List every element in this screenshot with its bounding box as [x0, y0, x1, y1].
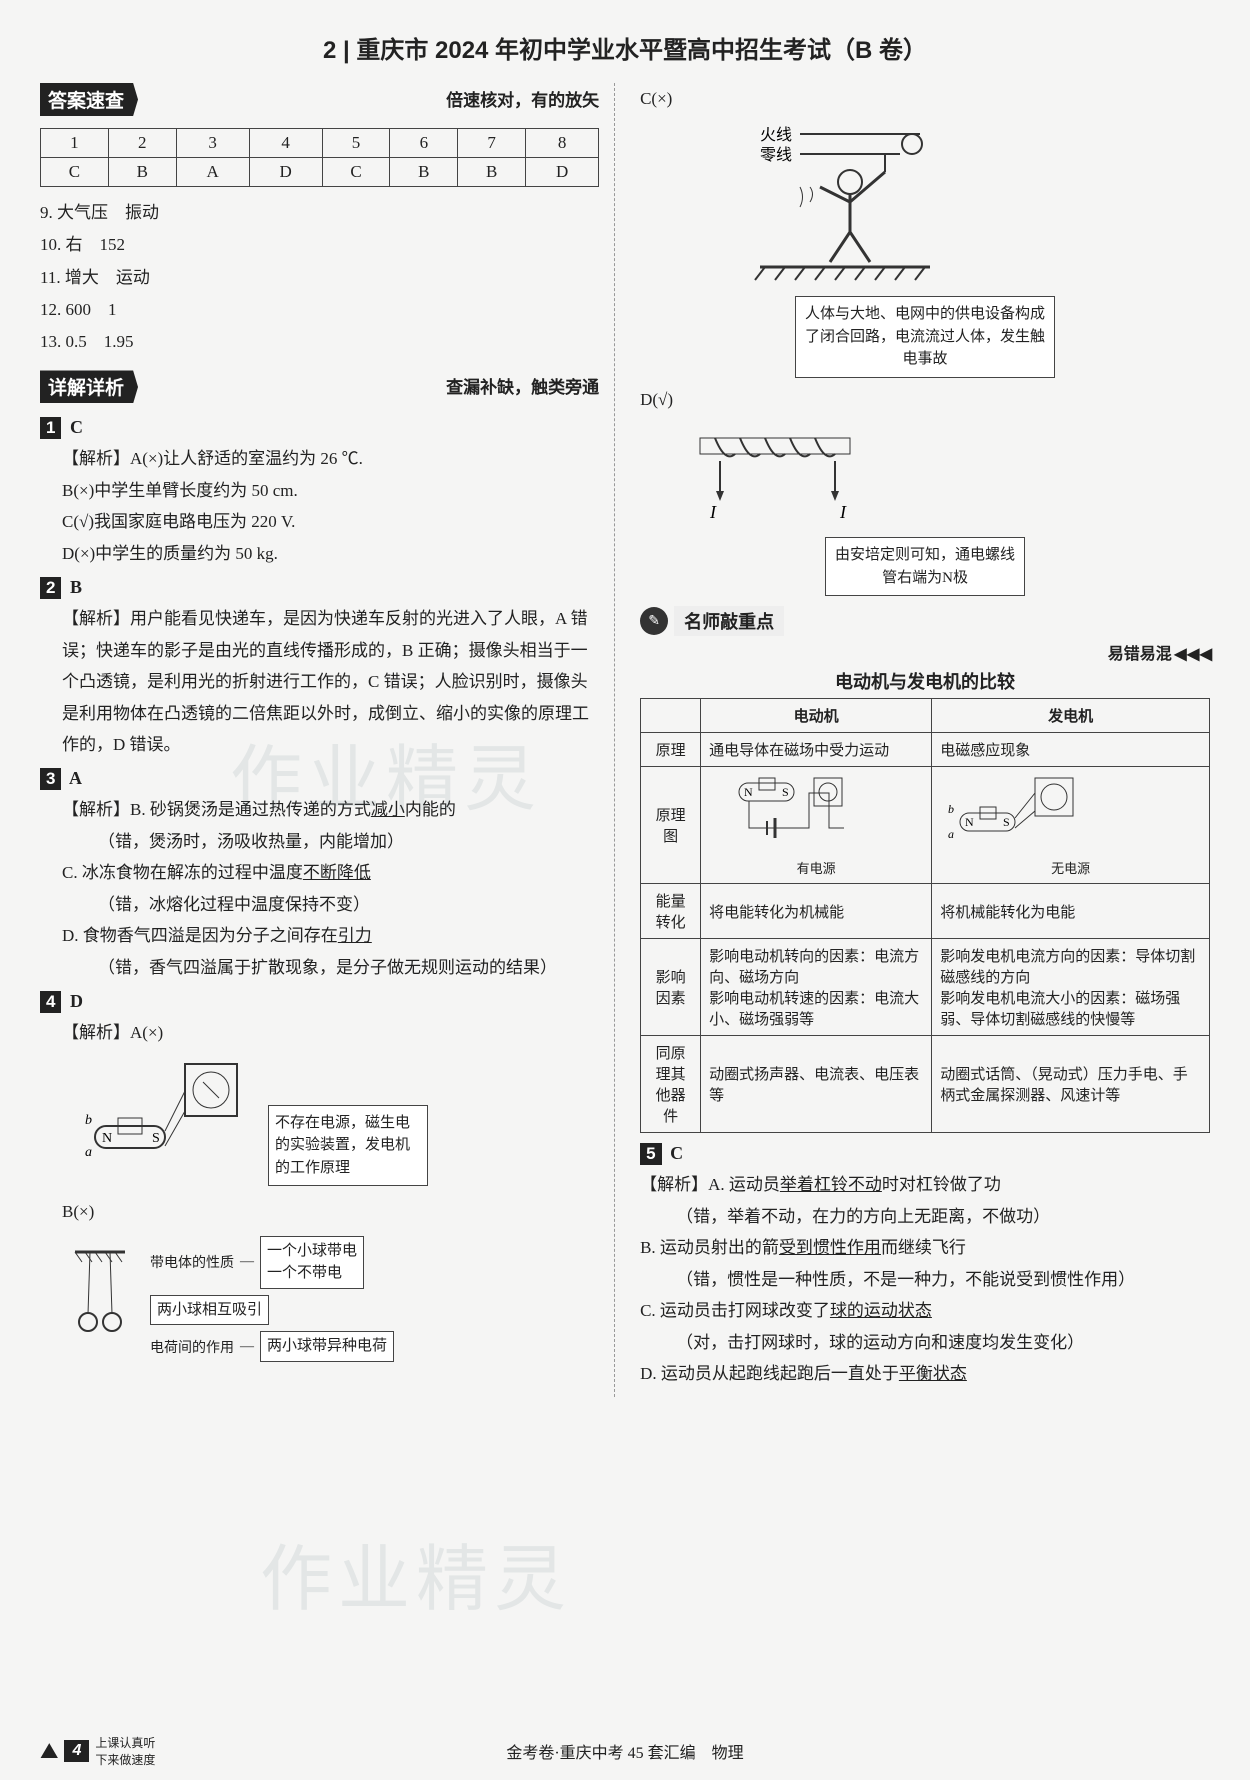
q4d-figure: I I 由安培定则可知，通电螺线管右端为N极 — [640, 423, 1210, 596]
fill-answers: 9. 大气压 振动 10. 右 152 11. 增大 运动 12. 600 1 … — [40, 197, 599, 358]
svg-text:S: S — [1003, 815, 1010, 829]
q4a-figure: N S b a 不存在电源，磁生电的实验装置，发电机的工作原理 — [70, 1056, 599, 1186]
q1-num: 1 — [40, 417, 61, 439]
q5-num: 5 — [640, 1143, 661, 1165]
svg-text:a: a — [85, 1145, 92, 1160]
q4d-box: 由安培定则可知，通电螺线管右端为N极 — [825, 537, 1025, 596]
svg-text:a: a — [948, 827, 954, 841]
q3-analysis: 【解析】B. 砂锅煲汤是通过热传递的方式减小内能的 （错，煲汤时，汤吸收热量，内… — [62, 794, 599, 983]
q1-ans: C — [70, 417, 83, 437]
table-row: 影响因素 影响电动机转向的因素：电流方向、磁场方向 影响电动机转速的因素：电流大… — [641, 939, 1210, 1036]
table-row: 同原理其他器件 动圈式扬声器、电流表、电压表等 动圈式话筒、（晃动式）压力手电、… — [641, 1036, 1210, 1133]
detail-heading: 详解详析 — [40, 370, 138, 403]
electric-shock-icon: 火线 零线 — [640, 122, 940, 292]
q4c-box: 人体与大地、电网中的供电设备构成了闭合回路，电流流过人体，发生触电事故 — [795, 296, 1055, 378]
generator-diagram-icon: N S b a — [70, 1056, 260, 1186]
svg-text:I: I — [709, 502, 717, 522]
svg-text:N: N — [102, 1131, 112, 1146]
teacher-tag: 易错易混 — [640, 640, 1210, 664]
q4c-figure: 火线 零线 — [640, 122, 1210, 378]
table-row: 能量转化 将电能转化为机械能 将机械能转化为电能 — [641, 884, 1210, 939]
q5-ans: C — [670, 1143, 683, 1163]
q4b-label: B(×) — [62, 1196, 599, 1227]
q1-analysis: 【解析】A(×)让人舒适的室温约为 26 ℃. B(×)中学生单臂长度约为 50… — [62, 443, 599, 569]
q4c-label: C(×) — [640, 83, 1210, 114]
svg-text:N: N — [744, 785, 753, 799]
generator-circuit-icon: N S b a — [940, 773, 1090, 858]
q2-num: 2 — [40, 577, 61, 599]
svg-text:S: S — [782, 785, 789, 799]
quick-answers-subtitle: 倍速核对，有的放矢 — [446, 86, 599, 111]
watermark: 作业精灵 — [260, 1520, 572, 1625]
teacher-heading: ✎ 名师敲重点 — [640, 606, 1210, 636]
q3-num: 3 — [40, 768, 61, 790]
page-number: 4 — [64, 1740, 89, 1762]
pendulum-balls-icon — [70, 1244, 140, 1354]
table-row: 电动机 发电机 — [641, 699, 1210, 733]
q2-ans: B — [70, 577, 82, 597]
table-row: 12 34 56 78 — [41, 129, 599, 158]
footer-logo-icon: ⛰ — [40, 1738, 58, 1764]
solenoid-icon: I I — [640, 423, 900, 533]
footer-title: 金考卷·重庆中考 45 套汇编 物理 — [506, 1739, 743, 1763]
q4b-figure: 带电体的性质— 一个小球带电一个不带电 两小球相互吸引 电荷间的作用— 两小球带… — [70, 1236, 599, 1362]
svg-text:N: N — [965, 815, 974, 829]
q2-analysis: 【解析】用户能看见快递车，是因为快递车反射的光进入了人眼，A 错误；快递车的影子… — [62, 603, 599, 760]
q3-ans: A — [69, 768, 82, 788]
answer-table: 12 34 56 78 CB AD CB BD — [40, 128, 599, 187]
svg-text:b: b — [948, 802, 954, 816]
page-title: 2 | 重庆市 2024 年初中学业水平暨高中招生考试（B 卷） — [40, 30, 1210, 65]
svg-text:零线: 零线 — [760, 146, 792, 164]
detail-subtitle: 查漏补缺，触类旁通 — [446, 373, 599, 398]
svg-text:S: S — [152, 1131, 160, 1146]
svg-text:b: b — [85, 1113, 92, 1128]
quick-answers-heading: 答案速查 — [40, 83, 138, 116]
q4-ans: D — [70, 991, 83, 1011]
page-footer: ⛰ 4 上课认真听 下来做速度 金考卷·重庆中考 45 套汇编 物理 — [0, 1734, 1250, 1768]
table-row: 原理图 NS 有电源 — [641, 767, 1210, 884]
q5-analysis: 【解析】A. 运动员举着杠铃不动时对杠铃做了功 （错，举着不动，在力的方向上无距… — [640, 1169, 1210, 1389]
q4-num: 4 — [40, 991, 61, 1013]
q4-analysis: 【解析】A(×) — [62, 1017, 599, 1048]
table-row: 原理 通电导体在磁场中受力运动 电磁感应现象 — [641, 733, 1210, 767]
svg-text:火线: 火线 — [760, 126, 792, 144]
teacher-icon: ✎ — [640, 607, 668, 635]
table-row: CB AD CB BD — [41, 158, 599, 187]
comparison-title: 电动机与发电机的比较 — [640, 668, 1210, 694]
motor-circuit-icon: NS — [709, 773, 859, 858]
q4a-box: 不存在电源，磁生电的实验装置，发电机的工作原理 — [268, 1105, 428, 1187]
q4d-label: D(√) — [640, 384, 1210, 415]
comparison-table: 电动机 发电机 原理 通电导体在磁场中受力运动 电磁感应现象 原理图 NS — [640, 698, 1210, 1133]
svg-text:I: I — [839, 502, 847, 522]
